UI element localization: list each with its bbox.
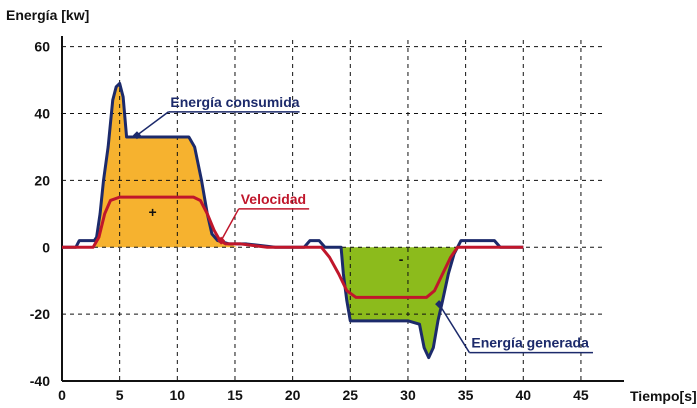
y-tick-label: 0	[42, 239, 50, 255]
x-tick-label: 45	[573, 387, 589, 403]
x-tick-label: 30	[400, 387, 416, 403]
annotation-label: +	[148, 204, 156, 220]
x-axis-label: Tiempo[s]	[630, 388, 697, 404]
series-lines	[62, 81, 524, 360]
axes	[61, 36, 624, 382]
x-tick-label: 25	[343, 387, 359, 403]
y-tick-label: -40	[30, 373, 50, 389]
x-tick-label: 40	[515, 387, 531, 403]
annotation-marker	[435, 300, 444, 309]
series-line-velocidad	[62, 195, 524, 299]
annotations: Energía consumida Velocidad Energía genera…	[132, 94, 593, 354]
x-tick-label: 10	[170, 387, 186, 403]
x-tick-label: 5	[116, 387, 124, 403]
annotation-leader	[136, 111, 169, 136]
gridlines	[62, 40, 604, 381]
y-axis-label: Energía [kw]	[6, 7, 89, 23]
annotation-label: Velocidad	[241, 191, 306, 207]
annotation-leader	[220, 208, 240, 241]
annotation-label: Energía consumida	[170, 94, 299, 110]
tick-labels: 0 5 10 15 20 25 30 35 40 45 60 40 20 0 -20 -40	[30, 39, 589, 403]
y-tick-label: 20	[34, 172, 50, 188]
annotation-marker	[132, 131, 141, 140]
annotation-marker	[217, 236, 226, 245]
annotation-label: Energía generada	[471, 335, 589, 351]
annotation-label: -	[399, 251, 404, 267]
area-fill-generated	[341, 247, 458, 358]
annotation-leader	[438, 303, 471, 353]
y-tick-label: -20	[30, 306, 50, 322]
y-tick-label: 40	[34, 106, 50, 122]
x-tick-label: 15	[227, 387, 243, 403]
y-tick-label: 60	[34, 39, 50, 55]
x-tick-label: 0	[58, 387, 66, 403]
area-fills	[95, 83, 458, 358]
x-tick-label: 20	[285, 387, 301, 403]
x-tick-label: 35	[458, 387, 474, 403]
